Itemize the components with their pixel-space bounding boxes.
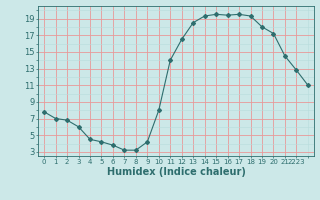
X-axis label: Humidex (Indice chaleur): Humidex (Indice chaleur) (107, 167, 245, 177)
